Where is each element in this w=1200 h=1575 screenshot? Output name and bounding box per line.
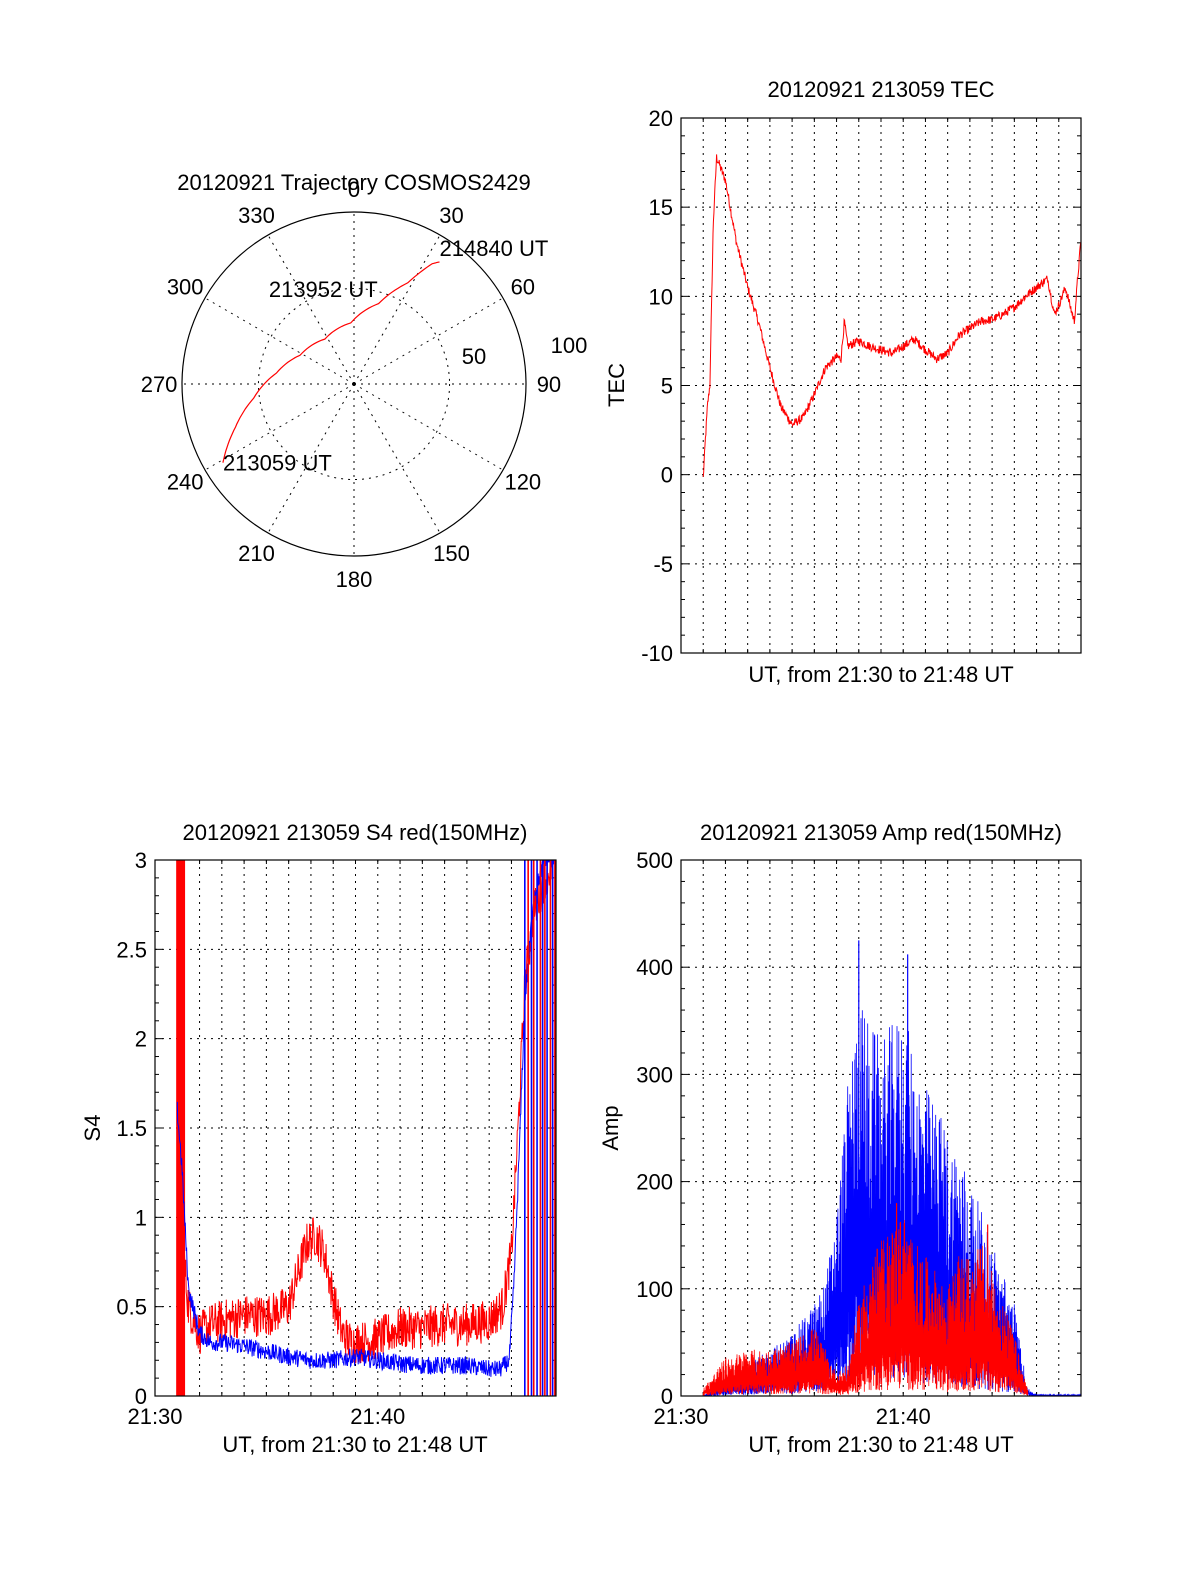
y-tick-label: 300 — [636, 1062, 673, 1087]
azimuth-label: 180 — [336, 567, 373, 592]
amp-chart: 20120921 213059 Amp red(150MHz) UT, from… — [598, 820, 1082, 1457]
plot-marks — [176, 860, 556, 1396]
polar-outer-circle — [181, 211, 527, 557]
y-tick-label: 1.5 — [116, 1116, 147, 1141]
tec-title: 20120921 213059 TEC — [767, 77, 994, 102]
x-tick-label: 21:40 — [350, 1404, 405, 1429]
tec-xlabel: UT, from 21:30 to 21:48 UT — [748, 662, 1013, 687]
s4-title: 20120921 213059 S4 red(150MHz) — [183, 820, 528, 845]
series-line — [176, 860, 556, 1377]
y-tick-label: 1 — [135, 1205, 147, 1230]
polar-labels: 0 30 60 90 120 150 180 210 240 270 300 330 50 100 — [141, 177, 588, 592]
s4-chart: 20120921 213059 S4 red(150MHz) UT, from … — [80, 820, 557, 1457]
azimuth-label: 30 — [439, 203, 463, 228]
polar-spoke — [267, 383, 355, 534]
x-tick-label: 21:30 — [127, 1404, 182, 1429]
polar-grid — [181, 211, 527, 557]
y-tick-label: 200 — [636, 1170, 673, 1195]
amp-xlabel: UT, from 21:30 to 21:48 UT — [748, 1432, 1013, 1457]
s4-ylabel: S4 — [80, 1115, 105, 1142]
tec-chart: 20120921 213059 TEC UT, from 21:30 to 21… — [604, 77, 1082, 687]
y-tick-label: 5 — [661, 374, 673, 399]
plot-frame — [680, 117, 1082, 654]
amp-ylabel: Amp — [598, 1105, 623, 1150]
trajectory-title: 20120921 Trajectory COSMOS2429 — [177, 170, 530, 195]
trajectory-path — [222, 261, 440, 463]
y-tick-label: 2 — [135, 1027, 147, 1052]
trajectory-annotation: 213059 UT — [223, 451, 332, 476]
y-tick-label: 400 — [636, 955, 673, 980]
y-tick-label: -5 — [653, 552, 673, 577]
polar-spoke — [204, 383, 355, 471]
y-tick-label: 0.5 — [116, 1295, 147, 1320]
x-tick-label: 21:40 — [876, 1404, 931, 1429]
plot-marks — [702, 154, 1081, 477]
azimuth-label: 330 — [238, 203, 275, 228]
azimuth-label: 150 — [433, 541, 470, 566]
polar-spoke — [267, 234, 355, 385]
y-tick-label: -10 — [641, 641, 673, 666]
plot-frame — [680, 859, 1082, 1397]
trajectory-annotations: 213059 UT 213952 UT 214840 UT — [223, 236, 548, 476]
y-tick-label: 0 — [661, 1384, 673, 1409]
amp-title: 20120921 213059 Amp red(150MHz) — [700, 820, 1062, 845]
series-line — [181, 860, 556, 1365]
azimuth-label: 120 — [504, 469, 541, 494]
s4-xlabel: UT, from 21:30 to 21:48 UT — [222, 1432, 487, 1457]
azimuth-label: 240 — [167, 469, 204, 494]
series-line — [702, 154, 1081, 477]
azimuth-label: 210 — [238, 541, 275, 566]
tec-ylabel: TEC — [604, 363, 629, 407]
y-tick-label: 3 — [135, 848, 147, 873]
plot-marks — [681, 940, 1081, 1396]
polar-spoke — [353, 234, 441, 385]
trajectory-annotation: 213952 UT — [269, 277, 378, 302]
radius-label: 50 — [462, 344, 486, 369]
x-tick-label: 21:30 — [653, 1404, 708, 1429]
azimuth-label: 90 — [537, 372, 561, 397]
trajectory-series — [222, 261, 440, 463]
y-tick-label: 15 — [649, 195, 673, 220]
y-tick-label: 20 — [649, 106, 673, 131]
amp-plot-area: 0 100 200 300 400 500 21:30 21:40 — [636, 848, 1082, 1429]
s4-plot-area: 0 0.5 1 1.5 2 2.5 3 21:30 21:40 — [116, 848, 557, 1429]
polar-spoke — [353, 383, 441, 534]
azimuth-label: 0 — [348, 177, 360, 202]
y-tick-label: 500 — [636, 848, 673, 873]
polar-spoke — [353, 297, 504, 385]
polar-spoke — [204, 297, 355, 385]
polar-spoke — [353, 383, 504, 471]
amp-series-red — [702, 1219, 1029, 1396]
radius-label: 100 — [551, 333, 588, 358]
plot-frame — [154, 859, 557, 1397]
tec-plot-area: -10 -5 0 5 10 15 20 — [641, 106, 1082, 666]
y-tick-label: 2.5 — [116, 937, 147, 962]
y-tick-label: 100 — [636, 1277, 673, 1302]
azimuth-label: 270 — [141, 372, 178, 397]
trajectory-polar-chart: 20120921 Trajectory COSMOS2429 0 30 60 90 12… — [141, 170, 588, 592]
polar-grid-circle-50 — [257, 287, 451, 481]
y-tick-label: 10 — [649, 284, 673, 309]
saturation-band — [176, 860, 186, 1396]
azimuth-label: 60 — [511, 275, 535, 300]
azimuth-label: 300 — [167, 275, 204, 300]
trajectory-annotation: 214840 UT — [440, 236, 549, 261]
y-tick-label: 0 — [661, 463, 673, 488]
y-tick-label: 0 — [135, 1384, 147, 1409]
